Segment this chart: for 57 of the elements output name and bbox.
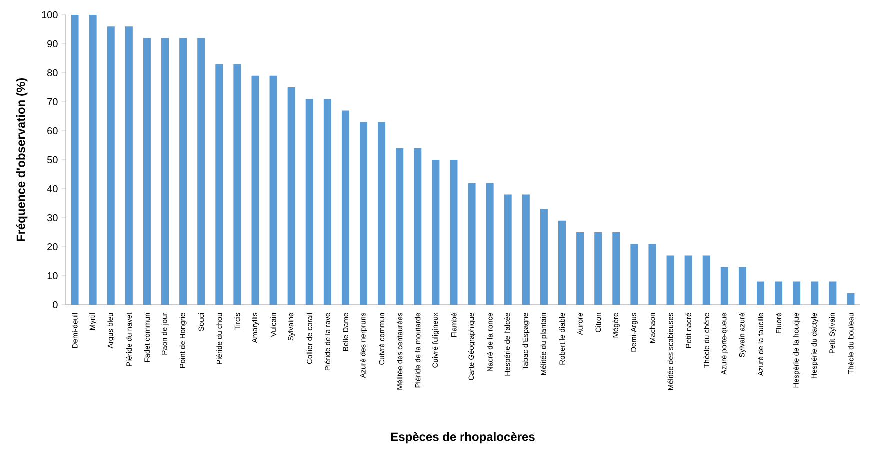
bar: [558, 220, 566, 305]
bar: [468, 183, 476, 305]
bar: [162, 38, 170, 305]
bar: [504, 194, 512, 305]
bar: [342, 110, 350, 305]
bar: [847, 293, 855, 305]
bar: [198, 38, 206, 305]
bar: [630, 244, 638, 305]
y-tick-label: 40: [47, 185, 58, 193]
bar: [522, 194, 530, 305]
bar: [378, 122, 386, 305]
bar: [360, 122, 368, 305]
bar: [396, 148, 404, 305]
y-tick-label: 50: [47, 156, 58, 164]
bar: [306, 99, 314, 305]
y-tick-label: 20: [48, 243, 58, 251]
x-axis-title: Espèces de rhopalocères: [391, 432, 535, 444]
bar: [829, 282, 837, 305]
bar: [702, 256, 710, 305]
bar: [180, 38, 188, 305]
bar: [450, 160, 458, 305]
bar: [143, 38, 151, 305]
bar: [252, 76, 260, 305]
bar: [486, 183, 494, 305]
bar: [720, 267, 728, 305]
bar: [738, 267, 746, 305]
bar: [414, 148, 422, 305]
y-tick-label: 100: [42, 11, 58, 19]
bar: [432, 160, 440, 305]
y-tick-label: 60: [48, 127, 58, 135]
bar: [234, 64, 242, 305]
bar: [648, 244, 656, 305]
bar: [811, 282, 819, 305]
bar: [612, 232, 620, 305]
y-tick-label: 0: [53, 301, 58, 309]
y-axis-title: Fréquence d'observation (%): [16, 78, 28, 242]
bar: [666, 256, 674, 305]
bar: [684, 256, 692, 305]
y-tick-label: 90: [48, 40, 58, 48]
bar: [756, 282, 764, 305]
bar: [594, 232, 602, 305]
bar: [71, 14, 79, 305]
bar: [89, 14, 97, 305]
bar: [107, 26, 115, 305]
y-tick-label: 30: [47, 214, 58, 222]
y-tick-label: 80: [48, 69, 58, 77]
bar: [125, 26, 133, 305]
y-tick-label: 70: [48, 98, 58, 106]
bar: [216, 64, 224, 305]
bar: [270, 76, 278, 305]
bar: [576, 232, 584, 305]
bar: [793, 282, 801, 305]
bar: [540, 209, 548, 305]
y-tick-label: 10: [48, 272, 58, 280]
bar: [324, 99, 332, 305]
bar: [775, 282, 783, 305]
bar: [288, 87, 296, 305]
